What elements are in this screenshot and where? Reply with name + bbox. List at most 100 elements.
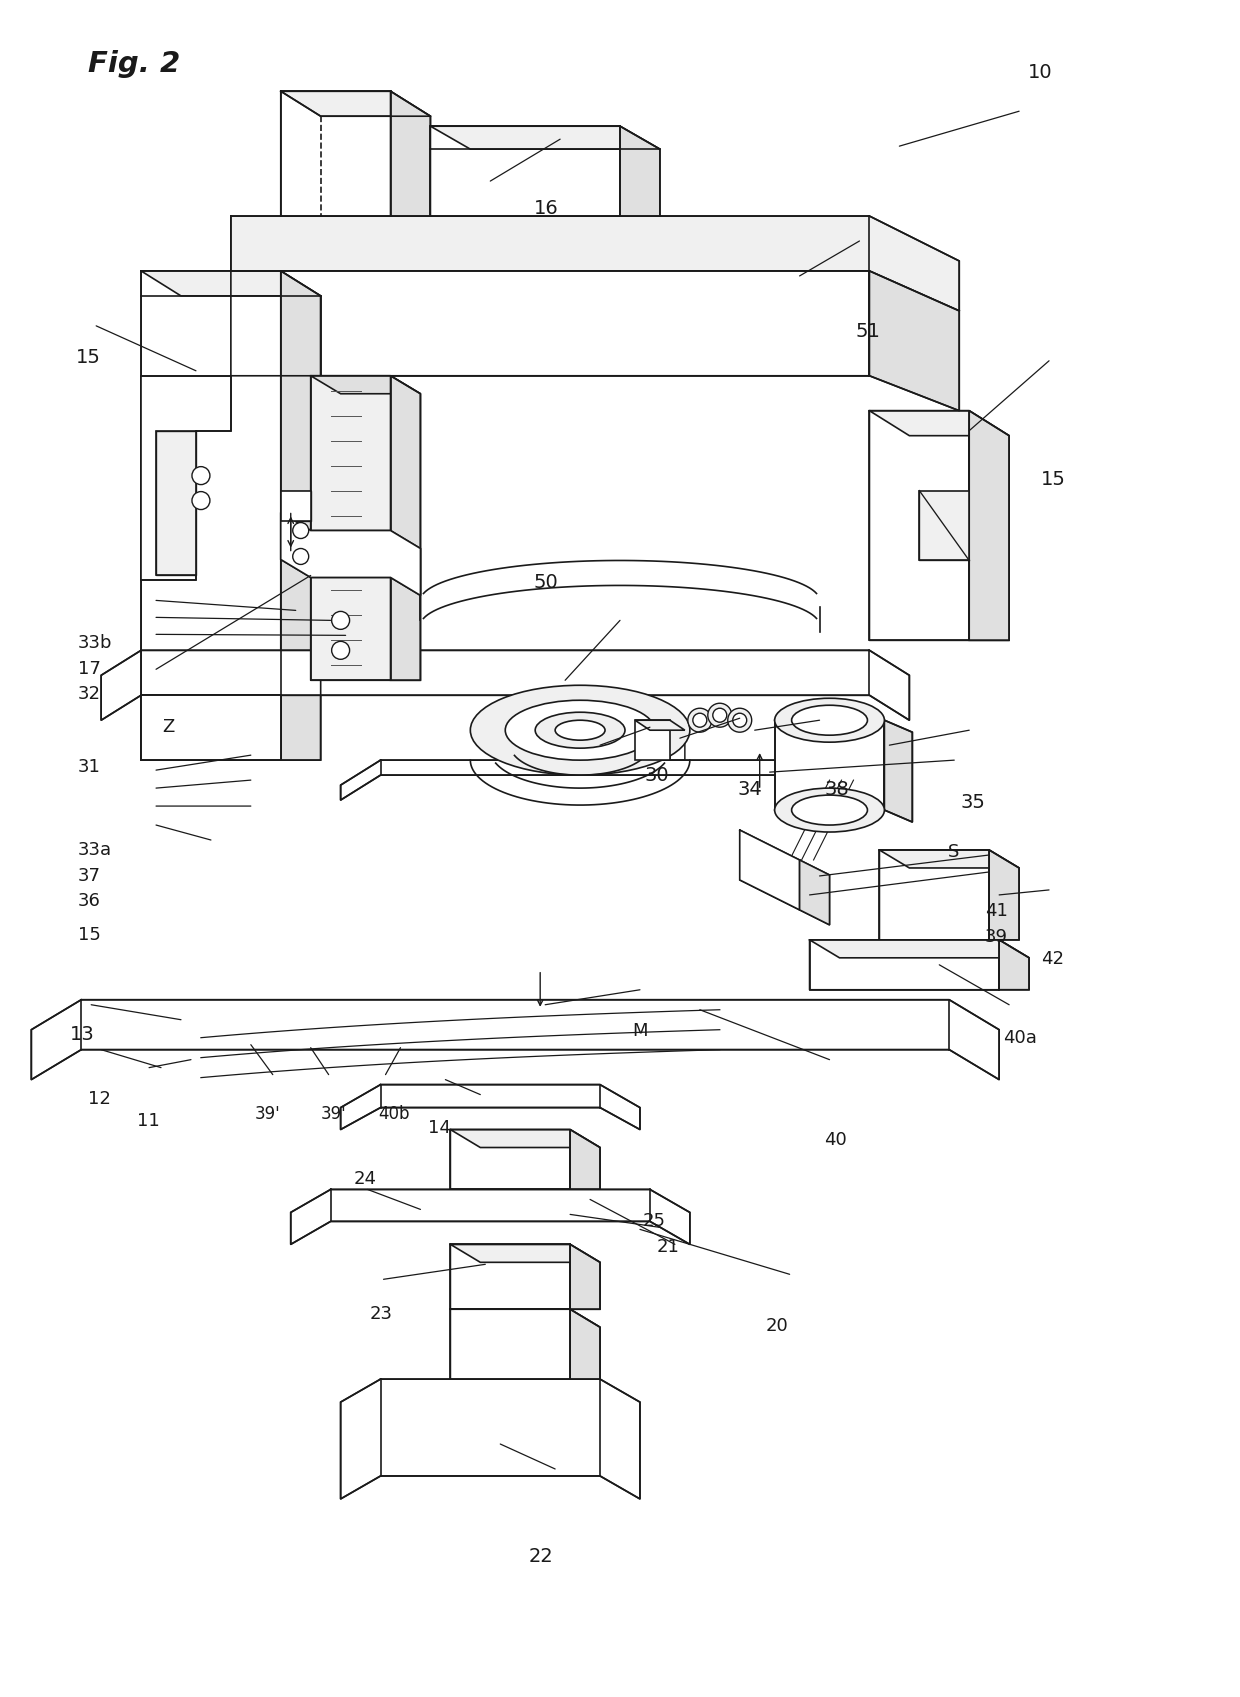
Circle shape (728, 708, 751, 731)
Text: 37: 37 (78, 867, 102, 884)
Polygon shape (990, 850, 1019, 940)
Text: 15: 15 (78, 927, 100, 944)
Polygon shape (141, 272, 280, 760)
Text: 15: 15 (1040, 470, 1065, 489)
Polygon shape (810, 940, 999, 989)
Polygon shape (869, 411, 1009, 436)
Circle shape (293, 548, 309, 565)
Text: 14: 14 (428, 1118, 451, 1137)
Polygon shape (450, 1244, 600, 1263)
Polygon shape (311, 375, 391, 680)
Polygon shape (999, 940, 1029, 989)
Polygon shape (450, 1130, 570, 1190)
Text: 10: 10 (1028, 63, 1053, 81)
Circle shape (293, 523, 309, 538)
Circle shape (331, 611, 350, 630)
Polygon shape (141, 375, 231, 580)
Polygon shape (775, 720, 884, 809)
Text: 20: 20 (766, 1317, 789, 1336)
Text: S: S (947, 843, 960, 860)
Text: 15: 15 (76, 348, 100, 367)
Text: 39: 39 (985, 928, 1008, 945)
Text: 33a: 33a (78, 842, 113, 859)
Polygon shape (231, 216, 960, 311)
Text: 50: 50 (533, 574, 558, 592)
Polygon shape (280, 272, 321, 760)
Circle shape (708, 703, 732, 728)
Text: Fig. 2: Fig. 2 (88, 51, 180, 78)
Ellipse shape (775, 697, 884, 742)
Polygon shape (970, 411, 1009, 640)
Text: 24: 24 (353, 1169, 377, 1188)
Text: M: M (632, 1023, 647, 1040)
Polygon shape (570, 1310, 600, 1380)
Text: 21: 21 (657, 1237, 680, 1256)
Text: 34: 34 (738, 779, 763, 799)
Polygon shape (280, 92, 430, 115)
Ellipse shape (791, 796, 868, 825)
Ellipse shape (775, 787, 884, 832)
Text: 40a: 40a (1003, 1030, 1038, 1047)
Text: 22: 22 (528, 1548, 553, 1566)
Polygon shape (231, 272, 869, 375)
Text: 32: 32 (78, 686, 102, 703)
Polygon shape (884, 720, 913, 821)
Polygon shape (31, 1000, 999, 1079)
Polygon shape (311, 375, 420, 394)
Text: 38: 38 (825, 779, 849, 799)
Polygon shape (290, 1190, 689, 1244)
Polygon shape (800, 860, 830, 925)
Polygon shape (869, 272, 960, 411)
Circle shape (733, 713, 746, 728)
Polygon shape (341, 1380, 640, 1498)
Polygon shape (141, 696, 280, 760)
Text: 39': 39' (255, 1105, 280, 1123)
Polygon shape (879, 850, 990, 940)
Polygon shape (102, 650, 909, 720)
Polygon shape (156, 431, 196, 575)
Text: 40: 40 (825, 1130, 847, 1149)
Polygon shape (430, 126, 620, 216)
Text: 40b: 40b (378, 1105, 410, 1123)
Polygon shape (869, 411, 970, 640)
Polygon shape (430, 126, 660, 149)
Text: 33b: 33b (78, 635, 113, 653)
Polygon shape (450, 1310, 600, 1327)
Circle shape (192, 467, 210, 485)
Circle shape (693, 713, 707, 728)
Polygon shape (919, 490, 970, 560)
Polygon shape (280, 512, 420, 596)
Circle shape (192, 492, 210, 509)
Polygon shape (635, 720, 670, 760)
Text: 25: 25 (642, 1212, 666, 1230)
Polygon shape (450, 1244, 570, 1310)
Polygon shape (450, 1310, 570, 1380)
Ellipse shape (505, 701, 655, 760)
Polygon shape (391, 92, 430, 216)
Polygon shape (450, 1130, 600, 1147)
Circle shape (688, 708, 712, 731)
Text: 41: 41 (985, 903, 1008, 920)
Polygon shape (740, 830, 800, 910)
Polygon shape (570, 1130, 600, 1190)
Text: 13: 13 (69, 1025, 94, 1044)
Polygon shape (341, 1084, 640, 1130)
Text: 11: 11 (138, 1112, 160, 1130)
Ellipse shape (791, 706, 868, 735)
Text: 31: 31 (78, 759, 100, 776)
Text: 39': 39' (321, 1105, 346, 1123)
Polygon shape (341, 760, 830, 799)
Circle shape (713, 708, 727, 723)
Circle shape (331, 641, 350, 660)
Text: 12: 12 (88, 1089, 110, 1108)
Ellipse shape (536, 713, 625, 748)
Polygon shape (391, 375, 420, 680)
Polygon shape (810, 940, 1029, 957)
Text: 51: 51 (856, 322, 880, 341)
Text: 35: 35 (960, 792, 985, 813)
Polygon shape (280, 490, 311, 521)
Text: 36: 36 (78, 893, 100, 910)
Ellipse shape (470, 686, 689, 776)
Polygon shape (141, 272, 321, 295)
Text: 42: 42 (1040, 950, 1064, 967)
